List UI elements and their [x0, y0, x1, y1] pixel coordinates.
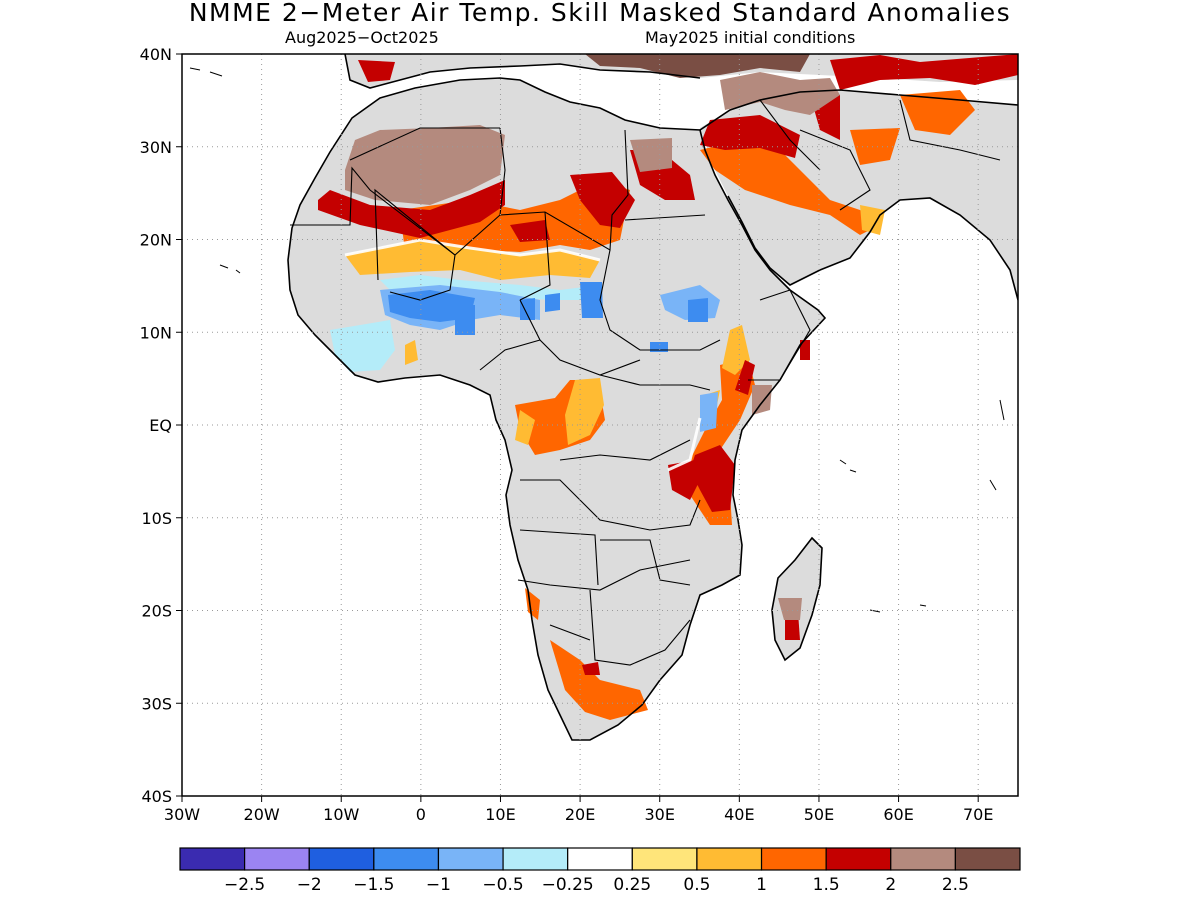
colorbar-label: 1.5 [813, 875, 840, 895]
colorbar-segment [890, 847, 956, 871]
lat-label: 10N [140, 323, 172, 342]
colorbar-segment [308, 847, 375, 871]
lon-label: 30E [644, 805, 674, 824]
lon-label: 10E [485, 805, 515, 824]
coastlines [287, 54, 1018, 741]
colorbar-segment [825, 847, 892, 871]
colorbar-segment [696, 847, 763, 871]
lat-label: 30N [140, 138, 172, 157]
anomaly-red [318, 54, 1018, 675]
axis-ticks [176, 53, 979, 802]
anomaly-dark-brown [585, 54, 810, 78]
colorbar-label: −1.5 [353, 875, 394, 895]
colorbar-label: 1 [756, 875, 767, 895]
lon-label: 50E [804, 805, 834, 824]
lon-label: 10W [323, 805, 359, 824]
islands [189, 67, 1005, 613]
lat-label: 40S [141, 787, 172, 806]
colorbar-segment [179, 847, 246, 871]
lat-label: 10S [141, 509, 172, 528]
colorbar-labels: −2.5 −2 −1.5 −1 −0.5 −0.25 0.25 0.5 1 1.5 2 2.5 [224, 875, 969, 895]
colorbar-label: −0.5 [482, 875, 523, 895]
anomaly-white-edges [344, 238, 702, 472]
anomaly-blue [388, 282, 708, 352]
lon-label: 20E [565, 805, 595, 824]
colorbar-label: −2 [297, 875, 322, 895]
colorbar-segment [437, 847, 504, 871]
longitude-labels: 30W 20W 10W 0 10E 20E 30E 40E 50E 60E 70E [164, 805, 994, 824]
colorbar-label: −1 [426, 875, 451, 895]
lat-label: 40N [140, 45, 172, 64]
initial-conditions: May2025 initial conditions [645, 28, 856, 47]
lat-label: 20S [141, 602, 172, 621]
colorbar-segment [954, 847, 1021, 871]
forecast-period: Aug2025−Oct2025 [285, 28, 439, 47]
anomaly-brown [345, 72, 840, 620]
anomaly-light-orange [345, 205, 885, 445]
country-borders [290, 99, 1001, 666]
colorbar-segment [244, 847, 310, 871]
colorbar-label: 0.25 [613, 875, 651, 895]
colorbar-label: 2 [885, 875, 896, 895]
colorbar-segment [631, 847, 698, 871]
lon-label: 30W [164, 805, 200, 824]
graticule [182, 54, 1018, 796]
lat-label: EQ [149, 416, 172, 435]
lon-label: 60E [883, 805, 913, 824]
colorbar-segment [373, 847, 440, 871]
lat-label: 30S [141, 694, 172, 713]
colorbar-label: −0.25 [542, 875, 594, 895]
lat-label: 20N [140, 231, 172, 250]
colorbar-segment [502, 847, 569, 871]
colorbar-segment [760, 847, 827, 871]
lon-label: 0 [416, 805, 426, 824]
colorbar-label: −2.5 [224, 875, 265, 895]
lon-label: 70E [963, 805, 993, 824]
colorbar-label: 2.5 [942, 875, 969, 895]
colorbar-segment [567, 847, 633, 871]
lon-label: 20W [244, 805, 280, 824]
map-title: NMME 2−Meter Air Temp. Skill Masked Stan… [188, 0, 1012, 27]
lon-label: 40E [724, 805, 754, 824]
colorbar [179, 847, 1021, 871]
colorbar-label: 0.5 [683, 875, 710, 895]
latitude-labels: 40N 30N 20N 10N EQ 10S 20S 30S 40S [140, 45, 172, 806]
